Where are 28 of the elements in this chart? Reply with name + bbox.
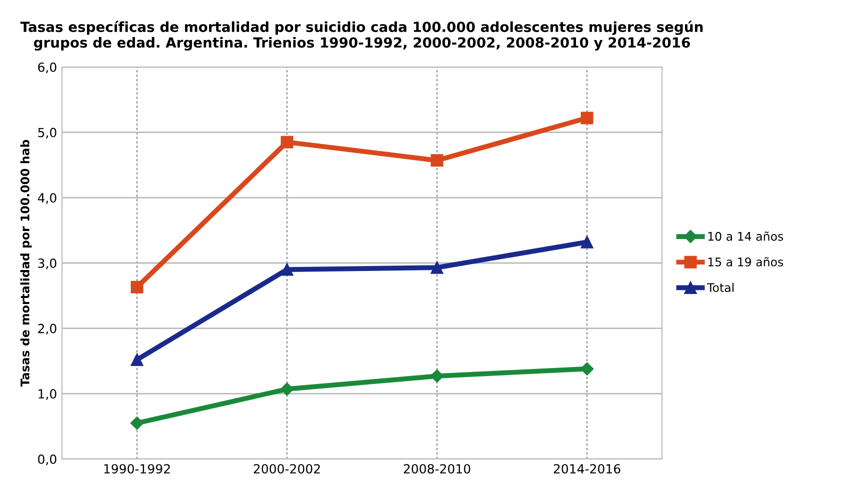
y-tick-label: 4,0 — [38, 193, 56, 204]
point — [280, 382, 294, 396]
chart-title: Tasas específicas de mortalidad por suicidio cada 100.000 adolescentes mujeres según grupos de edad. Argentina. Trienios 1990-1992, 2000-2002, 2008-2010 y 2014-2016 — [20, 20, 703, 51]
point — [580, 112, 594, 124]
y-tick-label: 6,0 — [38, 62, 56, 74]
point — [580, 236, 594, 248]
point — [130, 280, 144, 294]
point — [280, 263, 294, 276]
x-tick-label: 2014-2016 — [554, 464, 620, 474]
y-tick-label: 0,0 — [38, 454, 56, 466]
y-tick-label: 2,0 — [38, 324, 56, 335]
y-tick-label: 5,0 — [38, 128, 56, 139]
x-tick-label: 2008-2010 — [404, 464, 470, 474]
point — [430, 154, 444, 167]
point — [130, 353, 144, 366]
point — [580, 362, 594, 376]
x-tick-label: 1990-1992 — [104, 464, 170, 474]
y-tick-label: 1,0 — [38, 389, 56, 400]
y-tick-label: 3,0 — [38, 258, 56, 270]
y-axis-title: Tasas de mortalidad por 100.000 hab — [20, 140, 32, 387]
legend-label: 10 a 14 años — [708, 231, 784, 241]
x-tick-label: 2000-2002 — [254, 464, 320, 474]
point — [430, 261, 444, 274]
legend-label: 15 a 19 años — [708, 257, 784, 266]
point — [430, 369, 444, 383]
point — [130, 416, 144, 430]
point — [280, 136, 294, 148]
legend-label: Total — [707, 282, 734, 292]
